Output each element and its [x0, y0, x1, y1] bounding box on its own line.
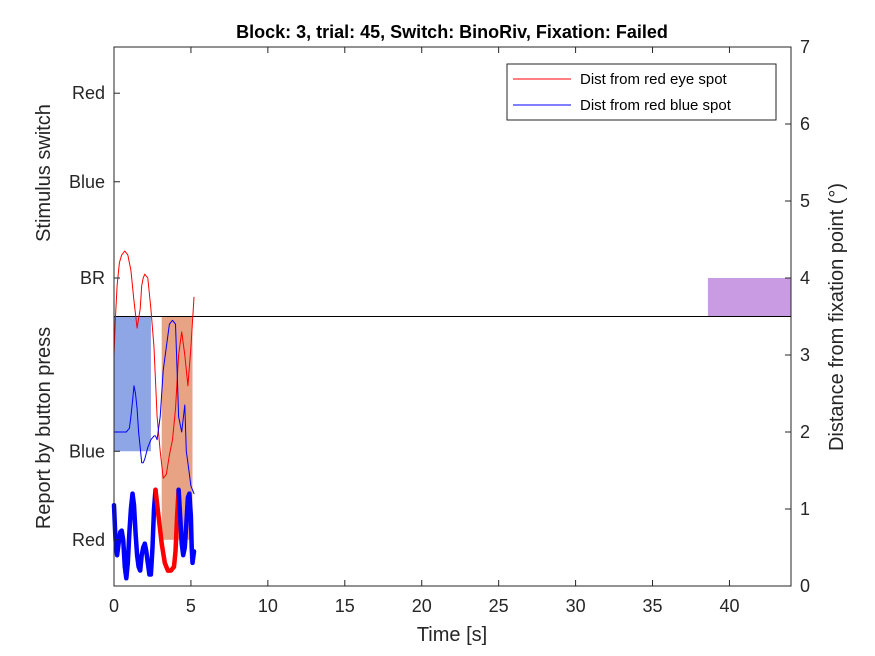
report-tick-label-0: Blue: [69, 441, 105, 461]
x-tick-label-8: 40: [719, 596, 739, 616]
series-line-0: [113, 250, 195, 479]
right-tick-label-6: 6: [800, 114, 810, 134]
line-layer: [111, 250, 197, 581]
legend: Dist from red eye spot Dist from red blu…: [506, 63, 777, 121]
gaze-trace-2: [111, 487, 158, 581]
x-tick-label-0: 0: [109, 596, 119, 616]
x-tick-label-7: 35: [643, 596, 663, 616]
series-line-1: [113, 319, 195, 495]
stimulus-tick-label-2: Red: [72, 83, 105, 103]
x-tick-label-3: 15: [335, 596, 355, 616]
report-tick-label-1: Red: [72, 530, 105, 550]
right-tick-label-5: 5: [800, 191, 810, 211]
x-axis-label: Time [s]: [417, 624, 487, 646]
right-tick-label-3: 3: [800, 345, 810, 365]
right-axis-label: Distance from fixation point (°): [826, 183, 848, 451]
x-tick-label-1: 5: [186, 596, 196, 616]
x-tick-label-4: 20: [412, 596, 432, 616]
right-tick-label-1: 1: [800, 499, 810, 519]
stimulus-switch-patch-0: [707, 278, 791, 317]
right-tick-label-7: 7: [800, 37, 810, 57]
stimulus-tick-label-0: BR: [80, 268, 105, 288]
legend-label-red-eye: Dist from red eye spot: [580, 71, 728, 88]
x-tick-label-2: 10: [258, 596, 278, 616]
tick-layer: 0 5 10 15 20 25 30 35 40 0 1 2 3 4 5 6 7 BR Blue Red Blue Red: [69, 37, 810, 616]
right-tick-label-0: 0: [800, 576, 810, 596]
report-label: Report by button press: [33, 327, 55, 529]
right-tick-label-4: 4: [800, 268, 810, 288]
x-tick-label-5: 25: [489, 596, 509, 616]
right-tick-label-2: 2: [800, 422, 810, 442]
stimulus-switch-label: Stimulus switch: [33, 104, 55, 242]
button-report-patch-0: [114, 316, 151, 452]
gaze-trace-3: [153, 487, 181, 573]
stimulus-tick-label-1: Blue: [69, 172, 105, 192]
x-tick-label-6: 30: [566, 596, 586, 616]
legend-box: [506, 63, 777, 121]
chart-title: Block: 3, trial: 45, Switch: BinoRiv, Fi…: [236, 22, 668, 42]
gaze-trace-4: [176, 487, 197, 566]
legend-label-blue-spot: Dist from red blue spot: [580, 97, 732, 114]
plot-box: [113, 46, 792, 587]
